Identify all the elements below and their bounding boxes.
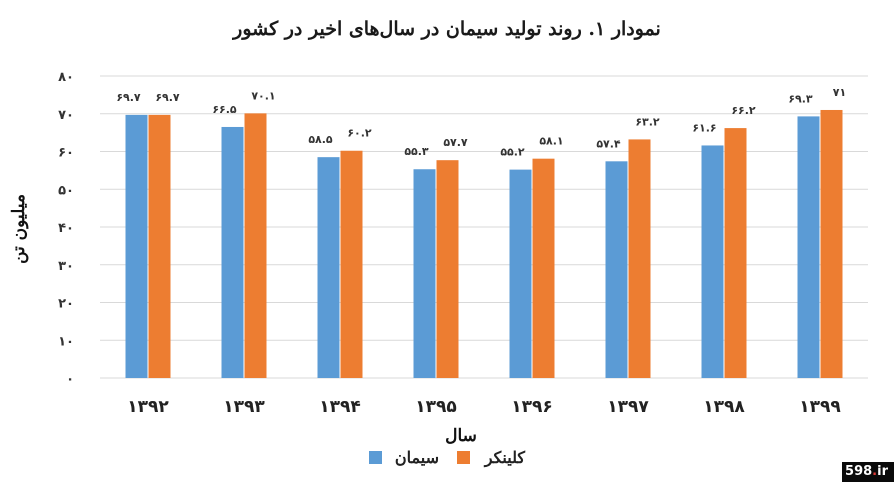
bar-clinker (724, 128, 747, 378)
legend-label-cement: سیمان (395, 448, 439, 467)
y-axis-title: میلیون تن (9, 194, 29, 264)
data-label-clinker: ۵۸.۱ (539, 135, 563, 148)
y-tick-label: ۲۰ (58, 297, 74, 312)
watermark-text: 598.ir (845, 464, 888, 479)
data-label-cement: ۶۶.۵ (212, 103, 237, 116)
chart-title: نمودار ۱. روند تولید سیمان در سال‌های اخ… (231, 18, 661, 40)
y-tick-label: ۸۰ (58, 70, 74, 85)
bar-cement (125, 114, 148, 378)
y-tick-label: ۷۰ (58, 108, 74, 123)
x-tick-label: ۱۳۹۸ (703, 397, 745, 417)
bar-clinker (148, 114, 171, 378)
legend-swatch-cement (369, 451, 382, 464)
data-label-clinker: ۶۹.۷ (155, 91, 180, 104)
data-label-cement: ۶۹.۷ (116, 91, 141, 104)
data-label-clinker: ۶۳.۲ (635, 115, 660, 128)
bar-cement (221, 126, 244, 379)
bar-clinker (628, 139, 651, 378)
bar-cement (317, 157, 340, 378)
y-tick-label: ۰ (66, 372, 74, 387)
x-tick-label: ۱۳۹۶ (511, 397, 553, 417)
y-tick-label: ۵۰ (58, 183, 74, 198)
y-tick-label: ۳۰ (58, 259, 74, 274)
bar-clinker (244, 113, 267, 378)
x-tick-label: ۱۳۹۷ (607, 397, 649, 417)
y-tick-label: ۱۰ (58, 334, 74, 349)
x-axis-ticks: ۱۳۹۲ ۱۳۹۳ ۱۳۹۴ ۱۳۹۵ ۱۳۹۶ ۱۳۹۷ ۱۳۹۸ ۱۳۹۹ (127, 397, 841, 417)
x-axis-title: سال (445, 426, 477, 446)
gridlines (100, 75, 868, 379)
legend-swatch-clinker (457, 451, 470, 464)
data-label-clinker: ۷۱ (833, 86, 846, 99)
data-labels: ۶۹.۷ ۶۹.۷ ۶۶.۵ ۷۰.۱ ۵۸.۵ ۶۰.۲ ۵۵.۳ ۵۷.۷ ۵۵.۲ ۵۸.۱… (116, 86, 846, 159)
bar-clinker (532, 158, 555, 378)
data-label-cement: ۵۸.۵ (308, 133, 333, 146)
data-label-cement: ۵۵.۳ (404, 145, 429, 158)
x-tick-label: ۱۳۹۹ (799, 397, 841, 417)
bar-clinker (340, 150, 363, 378)
bars (125, 109, 843, 379)
data-label-clinker: ۷۰.۱ (251, 89, 275, 102)
y-tick-label: ۴۰ (58, 221, 74, 236)
y-axis-ticks: ۰ ۱۰ ۲۰ ۳۰ ۴۰ ۵۰ ۶۰ ۷۰ ۸۰ (58, 70, 74, 387)
bar-cement (413, 169, 436, 378)
bar-cement (605, 161, 628, 378)
data-label-clinker: ۵۷.۷ (443, 136, 468, 149)
data-label-cement: ۶۱.۶ (692, 121, 716, 134)
y-tick-label: ۶۰ (58, 146, 74, 161)
bar-cement (509, 169, 532, 378)
data-label-cement: ۶۹.۳ (788, 92, 813, 105)
x-tick-label: ۱۳۹۳ (223, 397, 265, 417)
bar-cement (701, 145, 724, 378)
watermark-logo (842, 462, 894, 482)
data-label-clinker: ۶۶.۲ (731, 104, 756, 117)
legend: سیمان کلینکر (369, 448, 525, 468)
bar-clinker (820, 109, 843, 378)
x-tick-label: ۱۳۹۲ (127, 397, 169, 417)
x-tick-label: ۱۳۹۴ (319, 397, 361, 417)
bar-cement (797, 116, 820, 378)
x-tick-label: ۱۳۹۵ (415, 397, 457, 417)
bar-clinker (436, 160, 459, 378)
legend-label-clinker: کلینکر (484, 448, 526, 468)
data-label-cement: ۵۵.۲ (500, 146, 525, 159)
data-label-clinker: ۶۰.۲ (347, 127, 372, 140)
data-label-cement: ۵۷.۴ (596, 137, 621, 150)
